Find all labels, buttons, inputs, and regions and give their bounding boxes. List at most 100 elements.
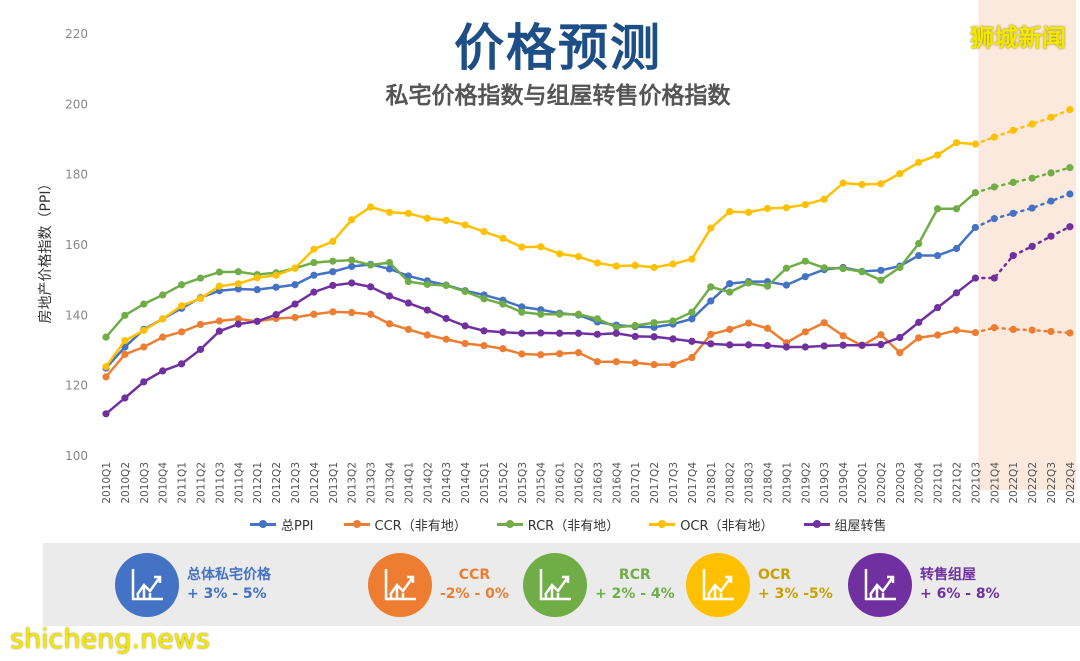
y-axis-label: 房地产价格指数（PPI） [38,176,54,324]
x-tick-label: 2022Q2 [1027,462,1039,504]
data-point [1066,329,1074,337]
x-tick-label: 2017Q1 [630,462,642,504]
data-point [404,299,412,307]
data-point [631,359,639,367]
data-point [272,311,280,319]
data-point [1047,169,1055,177]
x-tick-label: 2019Q3 [819,462,831,504]
x-tick-label: 2017Q2 [649,462,661,504]
data-point [990,274,998,282]
data-point [631,332,639,341]
legend-label: CCR（非有地） [374,519,467,534]
x-tick-label: 2014Q4 [460,462,472,504]
page-title: 价格预测 [454,19,662,77]
data-point [574,253,583,261]
data-point [915,318,923,326]
y-tick-label: 220 [65,27,88,41]
card-label: OCR [758,567,791,583]
x-tick-label: 2019Q1 [781,462,793,504]
data-point [896,333,904,342]
data-point [196,320,205,329]
data-point [404,325,412,333]
legend-marker [649,520,676,528]
data-point [215,317,223,325]
data-point [404,272,412,280]
y-tick-label: 100 [65,449,88,463]
legend-item: 组屋转售 [803,515,887,534]
x-tick-label: 2010Q4 [158,462,170,504]
data-point [782,264,791,272]
data-point [669,335,677,343]
data-point [518,350,526,358]
data-point [461,322,469,330]
data-point [612,323,620,331]
data-point [310,258,318,267]
data-point [1028,204,1036,212]
x-tick-label: 2021Q2 [952,462,964,504]
x-tick-label: 2010Q3 [139,462,151,504]
data-point [480,327,488,335]
data-point [839,179,847,187]
data-point [934,303,942,312]
forecast-card-total: 总体私宅价格 + 3% - 5% [115,553,271,617]
data-point [877,180,885,188]
data-point [442,216,450,224]
data-point [385,208,394,216]
data-point [612,358,620,366]
data-point [574,329,583,337]
data-point [140,378,148,386]
x-tick-label: 2018Q1 [706,462,718,504]
data-point [556,310,564,318]
card-range: + 3% - 5% [187,586,267,602]
x-tick-label: 2013Q4 [385,462,397,504]
data-point [385,258,394,267]
legend-label: 组屋转售 [834,519,887,534]
x-tick-label: 2010Q1 [101,462,113,504]
data-point [1047,232,1055,240]
page-subtitle: 私宅价格指数与组屋转售价格指数 [385,83,731,109]
data-point [404,209,412,217]
data-point [1028,326,1036,334]
x-tick-label: 2015Q4 [536,462,548,504]
data-point [820,195,828,203]
data-point [423,331,431,339]
data-point [102,410,110,418]
data-point [499,234,507,242]
data-point [329,308,337,316]
data-point [896,349,904,357]
data-point [858,268,866,276]
data-point [1028,120,1036,128]
x-tick-label: 2017Q3 [668,462,680,504]
x-tick-label: 2021Q4 [989,462,1001,504]
data-point [499,345,507,353]
data-point [442,335,450,343]
data-point [102,333,110,341]
data-point [423,214,431,222]
forecast-card-rcr: RCR + 2% - 4% [523,553,675,617]
data-point [669,360,677,369]
x-tick-label: 2010Q2 [120,462,132,504]
data-point [745,341,753,349]
card-range: + 3% -5% [758,586,833,602]
data-point [688,353,696,362]
data-point [707,297,715,305]
data-point [688,315,696,323]
data-point [385,320,394,328]
data-point [669,260,677,268]
data-point [556,250,564,258]
data-point [782,281,791,289]
x-tick-label: 2012Q2 [271,462,283,504]
data-point [612,329,620,337]
data-point [801,343,809,351]
data-point [178,302,186,310]
data-point [707,283,715,291]
x-tick-label: 2020Q1 [857,462,869,504]
card-label: CCR [458,567,491,583]
card-label: 总体私宅价格 [187,567,271,583]
legend-marker [496,520,523,528]
data-point [593,358,602,366]
data-point [178,360,186,368]
data-point [707,224,715,232]
data-point [518,243,526,251]
data-point [915,251,923,260]
